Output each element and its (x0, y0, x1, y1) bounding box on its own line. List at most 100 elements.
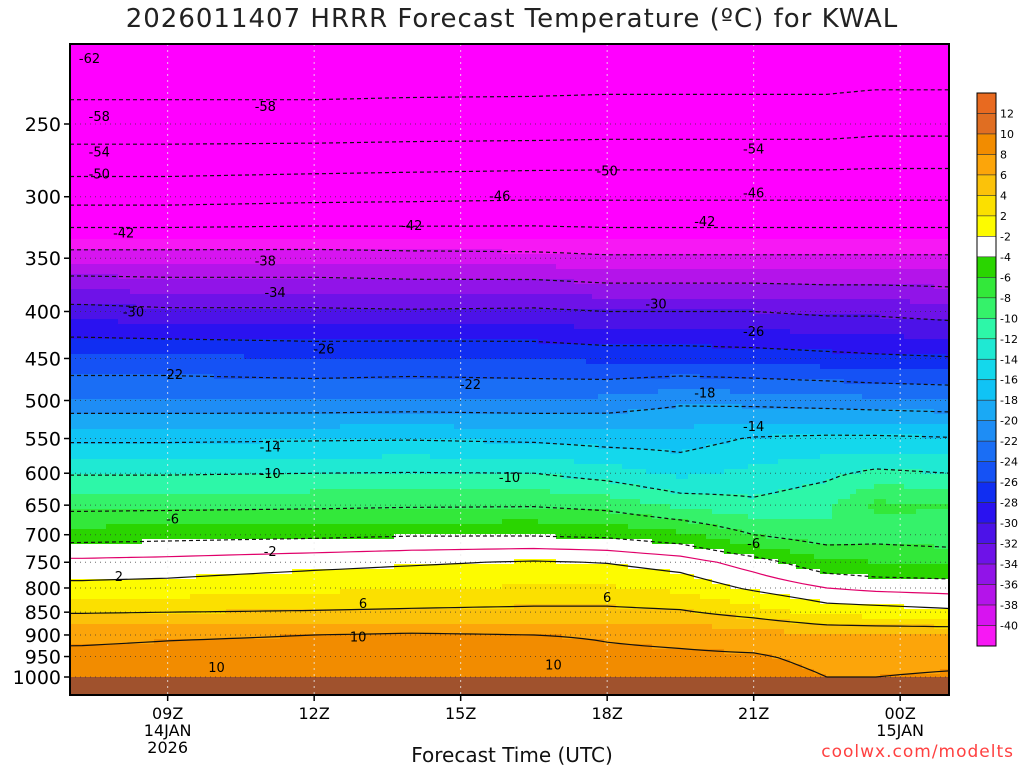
y-tick-label: 500 (25, 391, 61, 413)
plot-frame (69, 43, 950, 696)
x-tick-label: 15Z (445, 704, 476, 723)
contour-label: -10 (260, 467, 281, 482)
contour-label: -58 (89, 110, 110, 125)
contour-lines (70, 89, 949, 678)
y-tick-label: 400 (25, 301, 61, 323)
colorbar-label: -14 (1000, 353, 1018, 366)
y-tick-label: 350 (25, 248, 61, 270)
y-axis: 2503003504004505005506006507007508008509… (13, 114, 70, 689)
isotherm--10 (70, 468, 949, 498)
colorbar-label: -10 (1000, 312, 1018, 325)
colorbar-label: -16 (1000, 374, 1018, 387)
colorbar-label: 4 (1000, 189, 1007, 202)
y-tick-label: 250 (25, 114, 61, 136)
colorbar-swatch (976, 481, 997, 503)
contour-label: -6 (166, 512, 179, 527)
y-tick-label: 550 (25, 429, 61, 451)
colorbar-swatch (976, 256, 997, 278)
colorbar-swatch (976, 522, 997, 544)
colorbar-swatch (976, 604, 997, 626)
x-tick-label: 18Z (592, 704, 623, 723)
colorbar-label: -18 (1000, 394, 1018, 407)
colorbar-swatch (976, 113, 997, 135)
contour-label: -14 (743, 420, 764, 435)
contour-label: -54 (743, 143, 764, 158)
colorbar-legend: 12 10 8 6 4 2 -2 -4 -6 -8 -10 -12 -14 -16 -18 -20 -22 -24… (976, 92, 1018, 647)
colorbar-frame (976, 92, 997, 647)
colorbar-label: -12 (1000, 333, 1018, 346)
credit-link[interactable]: coolwx.com/modelts (821, 742, 1014, 762)
temperature-fill (70, 44, 949, 695)
contour-label: -26 (313, 343, 334, 358)
colorbar-label: -40 (1000, 620, 1018, 633)
colorbar-swatch (976, 399, 997, 422)
contour-label: 2 (115, 570, 123, 585)
contour-label: 10 (208, 661, 225, 676)
y-tick-label: 650 (25, 495, 61, 517)
colorbar-swatch (976, 358, 997, 381)
colorbar-swatch (976, 297, 997, 319)
ground-band (70, 677, 949, 695)
contour-label: -50 (89, 167, 110, 182)
isotherm--6 (70, 505, 949, 548)
isotherm-0 (70, 547, 949, 595)
contour-labels: -62-58-58-54 -54-50 -50-46 -46-42 -42 -42-38-… (79, 52, 764, 676)
contour-label: -18 (694, 386, 715, 401)
colorbar-swatch (976, 543, 997, 565)
contour-label: -14 (260, 440, 281, 455)
colorbar-label: -8 (1000, 292, 1011, 305)
x-tick-label: 14JAN (144, 721, 192, 740)
x-tick-label: 12Z (299, 704, 330, 723)
isotherm-10 (70, 632, 949, 678)
contour-label: -54 (89, 146, 110, 161)
colorbar-swatch (976, 440, 997, 462)
y-tick-label: 900 (25, 625, 61, 647)
colorbar-swatch (976, 133, 997, 155)
isotherm-6 (70, 605, 949, 628)
contour-label: 10 (545, 658, 562, 673)
colorbar-swatch (976, 625, 997, 647)
contour-label: -22 (460, 378, 481, 393)
contour-label: -6 (747, 537, 760, 552)
colorbar-label: 6 (1000, 169, 1007, 182)
contour-label: -42 (401, 219, 422, 234)
contour-label: -10 (499, 471, 520, 486)
contour-label: -62 (79, 52, 100, 67)
contour-label: -46 (743, 187, 764, 202)
colorbar-swatch (976, 92, 997, 114)
colorbar-label: 12 (1000, 107, 1014, 120)
colorbar-swatch (976, 317, 997, 340)
colorbar-swatch (976, 215, 997, 237)
colorbar-swatch (976, 502, 997, 524)
chart-title: 2026011407 HRRR Forecast Temperature (ºC… (125, 4, 899, 34)
colorbar-swatch (976, 379, 997, 401)
contour-label: -38 (255, 254, 276, 269)
contour-label: -42 (694, 215, 715, 230)
colorbar-label: 10 (1000, 128, 1014, 141)
colorbar-label: -2 (1000, 230, 1011, 243)
contour-label: -30 (645, 297, 666, 312)
contour-label: -26 (743, 325, 764, 340)
y-tick-label: 600 (25, 463, 61, 485)
contour-label: -30 (123, 305, 144, 320)
contour-label: 6 (359, 597, 367, 612)
colorbar-label: -4 (1000, 251, 1011, 264)
colorbar-label: -28 (1000, 497, 1018, 510)
contour-label: -50 (597, 165, 618, 180)
colorbar-label: 2 (1000, 210, 1007, 223)
y-tick-label: 850 (25, 602, 61, 624)
contour-label: -2 (264, 545, 277, 560)
colorbar-label: 8 (1000, 148, 1007, 161)
contour-label: -58 (255, 100, 276, 115)
colorbar-swatch (976, 563, 997, 585)
y-tick-label: 450 (25, 348, 61, 370)
colorbar-label: -26 (1000, 476, 1018, 489)
colorbar-swatch (976, 154, 997, 176)
colorbar-swatch (976, 174, 997, 196)
contour-label: -46 (489, 189, 510, 204)
x-tick-label: 09Z (152, 704, 183, 723)
contour-label: -42 (113, 226, 134, 241)
x-tick-label: 21Z (738, 704, 769, 723)
